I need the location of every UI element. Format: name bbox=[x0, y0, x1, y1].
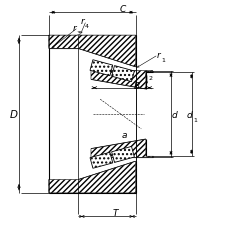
Polygon shape bbox=[111, 147, 134, 163]
Text: r: r bbox=[156, 51, 160, 60]
Polygon shape bbox=[91, 139, 152, 158]
Text: D: D bbox=[9, 109, 17, 120]
Polygon shape bbox=[91, 71, 152, 90]
Text: B: B bbox=[133, 82, 139, 90]
Polygon shape bbox=[90, 153, 112, 169]
Text: a: a bbox=[121, 131, 126, 139]
Text: 2: 2 bbox=[148, 76, 152, 81]
Text: 4: 4 bbox=[84, 24, 88, 29]
Text: T: T bbox=[112, 208, 117, 217]
Text: 3: 3 bbox=[76, 30, 80, 35]
Polygon shape bbox=[90, 60, 112, 76]
Text: d: d bbox=[186, 110, 192, 119]
Text: r: r bbox=[144, 69, 147, 78]
Text: r: r bbox=[80, 17, 84, 26]
Text: C: C bbox=[119, 5, 125, 14]
Text: 1: 1 bbox=[161, 58, 164, 63]
Polygon shape bbox=[49, 162, 135, 193]
Polygon shape bbox=[49, 36, 135, 67]
Polygon shape bbox=[111, 66, 134, 82]
Text: d: d bbox=[171, 110, 177, 119]
Text: r: r bbox=[72, 24, 76, 33]
Text: 1: 1 bbox=[192, 117, 196, 122]
